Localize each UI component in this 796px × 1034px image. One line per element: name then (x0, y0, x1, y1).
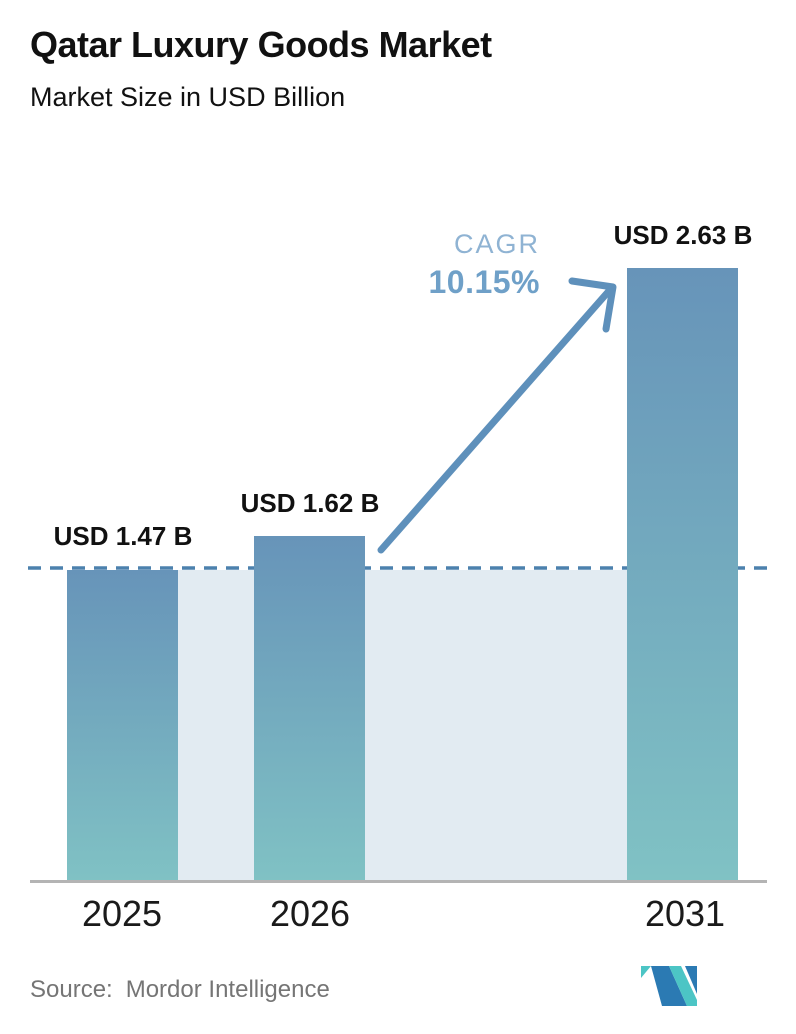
bar-2031 (627, 268, 738, 883)
source-row: Source: Mordor Intelligence (30, 966, 766, 1006)
cagr-label: CAGR (453, 229, 540, 259)
bar-value-label-2026: USD 1.62 B (240, 488, 380, 518)
bar-value-label-2025: USD 1.47 B (53, 521, 193, 551)
source-label: Source: (30, 976, 113, 1003)
bar-2025 (67, 570, 178, 883)
x-tick-2026: 2026 (269, 893, 351, 934)
x-tick-2025: 2025 (81, 893, 163, 934)
cagr-value: 10.15% (428, 264, 540, 300)
page-title: Qatar Luxury Goods Market (30, 24, 492, 65)
growth-arrow-shaft (377, 288, 612, 554)
bar-value-label-2031: USD 2.63 B (613, 220, 753, 250)
x-axis-baseline (30, 880, 767, 883)
x-tick-2031: 2031 (644, 893, 726, 934)
source-name: Mordor Intelligence (125, 976, 330, 1003)
bar-2026 (254, 536, 365, 883)
growth-arrow-head (568, 277, 617, 333)
chart-subtitle: Market Size in USD Billion (30, 82, 346, 112)
mordor-intelligence-logo-icon (641, 966, 697, 1006)
reference-shaded-band (178, 570, 627, 883)
cagr-annotation: CAGR 10.15% (428, 229, 540, 301)
